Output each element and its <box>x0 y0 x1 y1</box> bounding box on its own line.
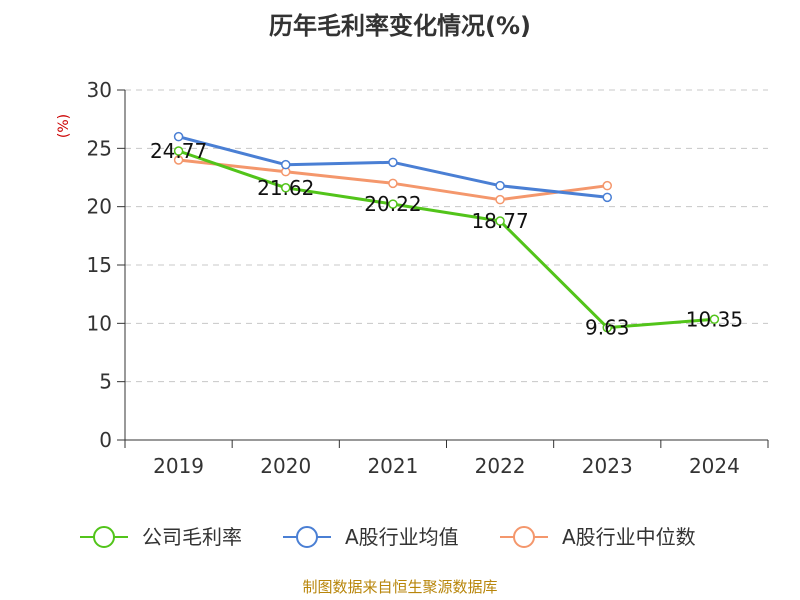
data-point <box>602 180 612 191</box>
data-labels: 24.77 21.62 20.22 18.77 9.63 10.35 <box>150 139 743 340</box>
axes: 0 5 10 15 20 25 30 2019 2020 2021 2022 2023 2024 <box>87 78 769 478</box>
y-tick-label: 5 <box>99 370 112 394</box>
legend-item-1: A股行业均值 <box>283 525 459 549</box>
data-label: 20.22 <box>364 192 421 216</box>
data-point <box>388 178 398 189</box>
y-tick-label: 10 <box>87 311 112 335</box>
data-point <box>495 180 505 191</box>
legend-label: A股行业均值 <box>345 525 459 549</box>
data-point <box>388 157 398 168</box>
legend-item-2: A股行业中位数 <box>500 525 696 549</box>
source-note: 制图数据来自恒生聚源数据库 <box>302 578 497 596</box>
legend-label: A股行业中位数 <box>562 525 696 549</box>
data-label: 18.77 <box>471 209 528 233</box>
y-tick-label: 15 <box>87 253 112 277</box>
data-point <box>709 314 720 324</box>
series-line <box>178 149 715 330</box>
chart-title: 历年毛利率变化情况(%) <box>269 12 531 40</box>
legend-label: 公司毛利率 <box>142 525 242 549</box>
data-point <box>173 131 184 142</box>
grid-lines <box>125 89 768 383</box>
data-point <box>602 192 612 203</box>
data-label: 24.77 <box>150 139 207 163</box>
data-label: 9.63 <box>585 316 630 340</box>
y-tick-label: 20 <box>87 195 112 219</box>
x-tick-label: 2020 <box>260 454 311 478</box>
x-tick-label: 2022 <box>475 454 526 478</box>
series-0 <box>173 146 720 333</box>
data-point <box>173 146 184 156</box>
legend-marker <box>296 526 318 548</box>
data-label: 10.35 <box>686 307 743 331</box>
data-point <box>281 183 291 193</box>
legend-item-0: 公司毛利率 <box>80 525 242 549</box>
y-tick-label: 0 <box>99 428 112 452</box>
data-point <box>495 216 505 226</box>
data-point <box>602 322 612 333</box>
series-lines <box>173 131 720 333</box>
data-point <box>495 194 505 205</box>
y-tick-label: 30 <box>87 78 112 102</box>
x-tick-label: 2019 <box>153 454 204 478</box>
series-2 <box>173 155 612 205</box>
data-point <box>281 159 291 170</box>
legend: 公司毛利率 A股行业均值 A股行业中位数 <box>80 525 696 549</box>
data-point <box>388 199 398 209</box>
y-axis-label: (%) <box>56 114 72 138</box>
x-tick-label: 2024 <box>689 454 740 478</box>
legend-marker <box>93 526 115 548</box>
x-tick-label: 2021 <box>367 454 418 478</box>
data-label: 21.62 <box>257 176 314 200</box>
legend-marker <box>513 526 535 548</box>
data-point <box>173 155 184 165</box>
y-tick-label: 25 <box>87 136 112 160</box>
series-1 <box>173 131 612 203</box>
x-tick-label: 2023 <box>582 454 633 478</box>
